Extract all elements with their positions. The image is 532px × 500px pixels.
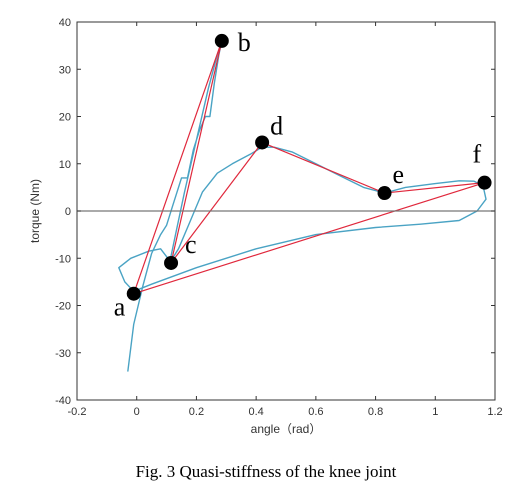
x-tick-label: 0.2 (189, 406, 204, 418)
y-tick-label: 0 (65, 206, 71, 218)
point-a-marker (126, 286, 141, 301)
measured-curve (118, 40, 487, 372)
x-tick-label: 0.6 (308, 406, 323, 418)
fit-segment (133, 182, 485, 295)
fit-segment (133, 40, 223, 294)
y-tick-label: -20 (55, 301, 71, 313)
x-tick-label: 0.8 (368, 406, 383, 418)
y-tick-label: 40 (59, 17, 71, 29)
point-d-label: d (270, 111, 283, 140)
point-b-marker (214, 33, 229, 48)
figure-caption: Fig. 3 Quasi-stiffness of the knee joint (135, 462, 397, 481)
points-layer: a b c d e f (114, 28, 492, 322)
fit-segment (384, 182, 485, 194)
point-b-label: b (238, 28, 251, 57)
fit-lines-layer (133, 40, 485, 295)
y-tick-label: -10 (55, 253, 71, 265)
point-f-marker (477, 175, 492, 190)
x-tick-label: 0.4 (248, 406, 263, 418)
axes: -0.2 0 0.2 0.4 0.6 0.8 1 1.2 -40 -30 -20 -10 0 10 20 30… (28, 17, 503, 436)
x-tick-label: 1.2 (487, 406, 502, 418)
y-tick-label: 10 (59, 159, 71, 171)
fit-segment (170, 40, 223, 264)
x-tick-label: -0.2 (68, 406, 87, 418)
y-tick-label: 20 (59, 112, 71, 124)
point-f-label: f (473, 140, 482, 169)
point-e-marker (377, 186, 392, 201)
point-c-marker (164, 255, 179, 270)
point-d-marker (255, 135, 270, 150)
point-c-label: c (185, 230, 197, 259)
x-tick-label: 1 (432, 406, 438, 418)
x-tick-label: 0 (134, 406, 140, 418)
fit-segment (170, 142, 263, 264)
y-tick-label: 30 (59, 64, 71, 76)
y-axis-label: torque (Nm) (28, 179, 42, 243)
y-tick-label: -40 (55, 395, 71, 407)
measured-curve-layer (118, 40, 487, 372)
x-axis-label: angle（rad） (251, 422, 322, 436)
y-tick-label: -30 (55, 348, 71, 360)
point-a-label: a (114, 293, 126, 322)
point-e-label: e (393, 160, 405, 189)
fit-segment (261, 141, 385, 194)
